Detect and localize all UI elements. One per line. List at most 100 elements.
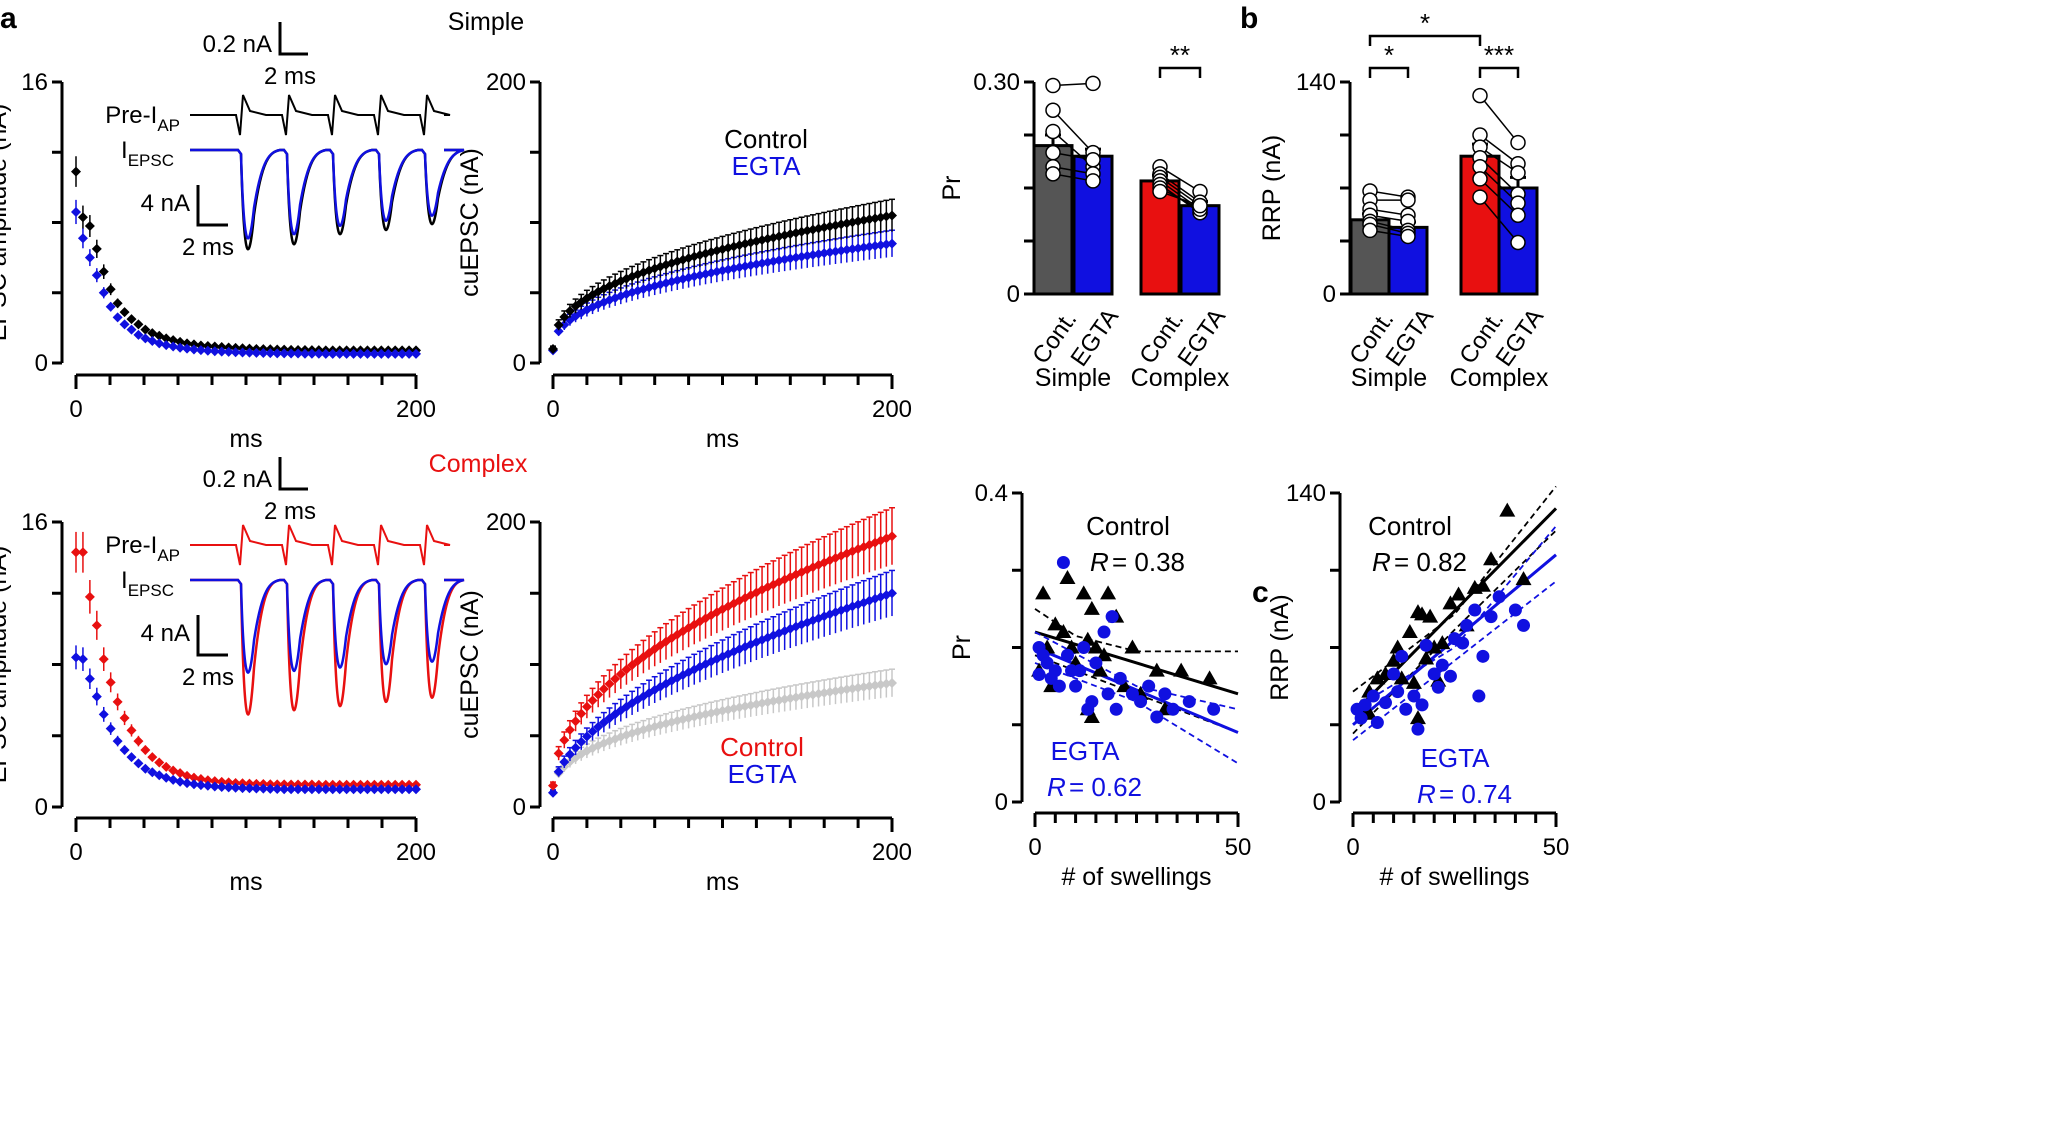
data-point-triangle	[1442, 595, 1459, 610]
data-point	[133, 319, 144, 330]
data-point	[355, 784, 366, 795]
control-r-value: = 0.82	[1394, 547, 1467, 577]
data-point	[119, 745, 130, 755]
control-label: Control	[1086, 511, 1170, 541]
data-point-triangle	[1075, 585, 1092, 600]
data-point	[161, 333, 172, 344]
control-r-value: = 0.38	[1112, 547, 1185, 577]
x-tick-label: 0	[1028, 834, 1041, 861]
data-point	[383, 784, 394, 795]
data-point	[581, 701, 592, 712]
paired-point	[1085, 75, 1101, 92]
y-tick-label: 0	[513, 794, 526, 821]
group-label: Simple	[1351, 364, 1427, 392]
data-point	[272, 784, 283, 795]
data-point	[98, 709, 109, 720]
chart-title-simple: Simple	[448, 8, 524, 36]
data-point	[168, 774, 179, 785]
data-point	[251, 347, 262, 358]
data-point-triangle	[1418, 650, 1435, 665]
paired-point	[1192, 197, 1208, 214]
x-tick-label: 50	[1225, 834, 1252, 861]
legend-entry: Control	[720, 732, 804, 762]
data-point	[559, 311, 570, 322]
control-label: Control	[1368, 511, 1452, 541]
data-point-circle	[1089, 656, 1103, 670]
category-label: EGTA	[1173, 304, 1232, 372]
data-point-circle	[1040, 656, 1054, 670]
data-point	[126, 752, 137, 763]
data-point	[313, 348, 324, 359]
scale-bar	[196, 615, 228, 657]
data-point	[175, 342, 186, 353]
data-point	[587, 695, 598, 706]
paired-point	[1510, 234, 1526, 251]
data-point	[230, 782, 241, 793]
paired-point	[1045, 102, 1061, 119]
data-point-circle	[1468, 603, 1482, 617]
data-point	[553, 766, 564, 777]
data-point	[598, 684, 609, 695]
chart-title-complex: Complex	[429, 450, 528, 478]
data-point	[779, 254, 790, 265]
data-point-triangle	[1124, 639, 1141, 654]
data-point	[887, 588, 897, 599]
data-point	[581, 731, 592, 742]
y-tick-label: 0.4	[975, 480, 1008, 507]
scale-bar	[278, 22, 308, 56]
confidence-band	[1352, 525, 1557, 711]
data-point	[593, 689, 604, 700]
data-point	[84, 591, 95, 602]
panel-label-b: b	[1240, 2, 1258, 35]
data-point-circle	[1101, 687, 1115, 701]
data-point	[216, 346, 227, 357]
data-point-circle	[1443, 669, 1457, 683]
data-point-circle	[1134, 695, 1148, 709]
data-point-triangle	[1515, 571, 1532, 586]
paired-point	[1362, 222, 1378, 239]
data-point-circle	[1419, 638, 1433, 652]
egta-label: EGTA	[1051, 736, 1121, 766]
data-point-circle	[1387, 667, 1401, 681]
y-tick-label: 140	[1286, 480, 1326, 507]
y-tick-label: 0	[35, 350, 48, 377]
y-tick-label: 0.30	[973, 69, 1020, 96]
data-point-circle	[1073, 664, 1087, 678]
paired-line	[1479, 134, 1519, 165]
data-point	[348, 348, 359, 359]
data-point	[161, 340, 172, 351]
data-point-circle	[1150, 710, 1164, 724]
trace-label-iepsc: IEPSC	[121, 137, 174, 170]
data-point-circle	[1113, 671, 1127, 685]
data-point	[77, 233, 88, 244]
category-label: EGTA	[1491, 304, 1550, 372]
data-point	[182, 343, 193, 354]
paired-point	[1472, 171, 1488, 187]
data-point	[112, 696, 123, 707]
data-point-circle	[1158, 687, 1172, 701]
egta-r-value: = 0.62	[1069, 772, 1142, 802]
data-point	[621, 664, 632, 675]
r-symbol: R	[1090, 547, 1109, 577]
paired-point	[1045, 144, 1061, 161]
data-point	[84, 252, 95, 263]
data-point	[182, 338, 193, 349]
data-point	[133, 758, 144, 769]
data-point	[188, 772, 199, 783]
data-point	[119, 307, 130, 318]
data-point	[216, 776, 227, 787]
data-point	[98, 654, 109, 665]
confidence-band	[1034, 631, 1239, 711]
trace-label-pre-iap: Pre-IAP	[105, 102, 180, 135]
data-point-triangle	[1201, 670, 1218, 685]
data-point-circle	[1391, 685, 1405, 699]
data-point	[77, 547, 88, 558]
data-point	[293, 348, 304, 359]
group-label: Complex	[1131, 364, 1230, 392]
data-point	[91, 270, 102, 281]
data-point-circle	[1456, 636, 1470, 650]
y-axis-label: RRP (nA)	[1258, 135, 1286, 242]
y-tick-label: 0	[995, 789, 1008, 816]
data-point	[570, 742, 581, 753]
data-point	[279, 784, 290, 795]
